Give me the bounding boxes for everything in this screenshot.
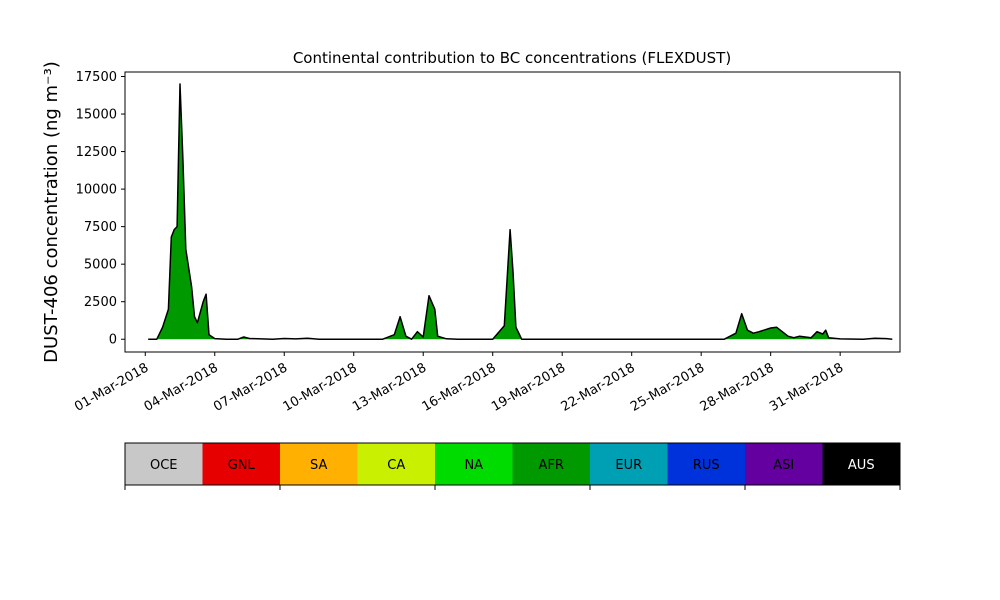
legend-label-gnl: GNL bbox=[228, 458, 256, 473]
legend-label-rus: RUS bbox=[693, 458, 720, 473]
y-tick-label: 0 bbox=[109, 333, 117, 348]
legend-swatch-rus bbox=[667, 443, 745, 485]
y-tick-label: 5000 bbox=[84, 258, 117, 273]
legend-label-aus: AUS bbox=[848, 458, 875, 473]
y-tick-label: 2500 bbox=[84, 295, 117, 310]
chart-title: Continental contribution to BC concentra… bbox=[293, 49, 731, 67]
legend-swatch-aus bbox=[822, 443, 900, 485]
y-tick-label: 12500 bbox=[76, 145, 117, 160]
legend-swatch-oce bbox=[125, 443, 203, 485]
legend-swatch-na bbox=[435, 443, 513, 485]
legend-swatch-sa bbox=[280, 443, 358, 485]
legend-label-oce: OCE bbox=[150, 458, 178, 473]
total-line bbox=[148, 83, 893, 340]
legend-colorbar: OCE GNL SA CA NA AFR EUR RUS ASI AUS bbox=[124, 442, 901, 490]
plot-area bbox=[124, 71, 901, 353]
legend-swatch-gnl bbox=[202, 443, 280, 485]
legend-label-sa: SA bbox=[310, 458, 327, 473]
y-tick-label: 15000 bbox=[76, 108, 117, 123]
legend-swatch-asi bbox=[745, 443, 823, 485]
y-tick-label: 17500 bbox=[76, 70, 117, 85]
legend-swatch-eur bbox=[590, 443, 668, 485]
legend-label-asi: ASI bbox=[773, 458, 794, 473]
y-axis-ticks: 0 2500 5000 7500 10000 12500 15000 17500 bbox=[76, 70, 125, 348]
legend-swatch-ca bbox=[357, 443, 435, 485]
legend-label-na: NA bbox=[464, 458, 483, 473]
legend-frame bbox=[124, 442, 901, 486]
legend-label-ca: CA bbox=[387, 458, 405, 473]
y-axis-label: DUST-406 concentration (ng m⁻³) bbox=[41, 61, 62, 363]
y-tick-label: 7500 bbox=[84, 220, 117, 235]
legend-label-afr: AFR bbox=[539, 458, 564, 473]
legend-label-eur: EUR bbox=[615, 458, 642, 473]
line-layer bbox=[148, 83, 893, 340]
y-tick-label: 10000 bbox=[76, 183, 117, 198]
legend-swatch-afr bbox=[512, 443, 590, 485]
plot-frame bbox=[124, 71, 901, 353]
